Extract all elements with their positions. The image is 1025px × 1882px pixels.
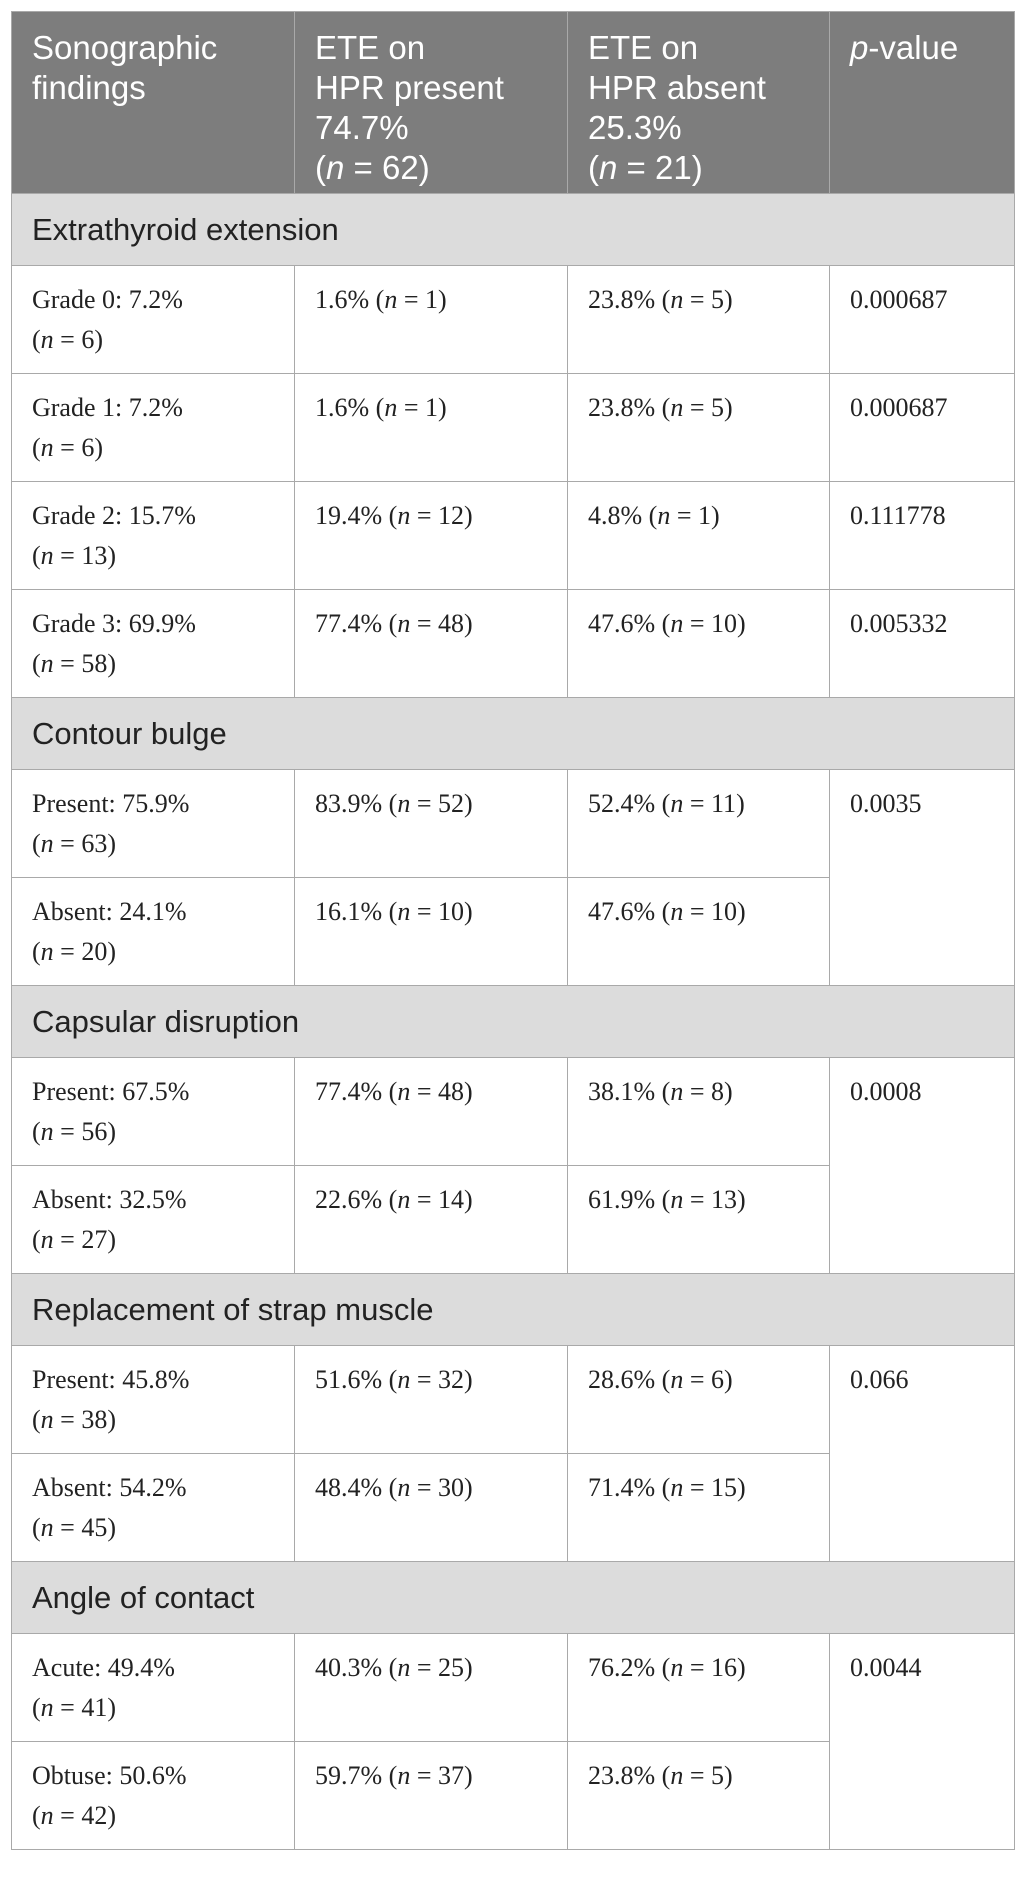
finding-cell: Grade 3: 69.9% (n = 58) xyxy=(11,589,295,698)
absent-cell: 38.1% (n = 8) xyxy=(567,1057,830,1166)
finding-cell: Absent: 24.1% (n = 20) xyxy=(11,877,295,986)
section-header: Angle of contact xyxy=(11,1561,1015,1634)
finding-cell: Acute: 49.4% (n = 41) xyxy=(11,1633,295,1742)
finding-cell: Grade 0: 7.2% (n = 6) xyxy=(11,265,295,374)
finding-cell: Absent: 32.5% (n = 27) xyxy=(11,1165,295,1274)
table-row: Acute: 49.4% (n = 41) 40.3% (n = 25) 76.2… xyxy=(11,1633,1015,1850)
table-row: Absent: 24.1% (n = 20) 16.1% (n = 10) 47.… xyxy=(11,877,1015,986)
absent-cell: 23.8% (n = 5) xyxy=(567,1741,830,1850)
present-cell: 77.4% (n = 48) xyxy=(294,589,568,698)
present-cell: 19.4% (n = 12) xyxy=(294,481,568,590)
p-value-cell: 0.000687 xyxy=(829,373,1015,482)
table-row: Grade 2: 15.7% (n = 13) 19.4% (n = 12) 4.… xyxy=(11,481,1015,590)
p-value-cell: 0.000687 xyxy=(829,265,1015,374)
finding-cell: Grade 1: 7.2% (n = 6) xyxy=(11,373,295,482)
table-row: Present: 45.8% (n = 38) 51.6% (n = 32) 28… xyxy=(11,1345,1015,1562)
absent-cell: 47.6% (n = 10) xyxy=(567,877,830,986)
header-ete-hpr-absent: ETE on HPR absent 25.3% (n = 21) xyxy=(567,11,830,194)
table-row: Absent: 32.5% (n = 27) 22.6% (n = 14) 61.… xyxy=(11,1165,1015,1274)
absent-cell: 47.6% (n = 10) xyxy=(567,589,830,698)
absent-cell: 52.4% (n = 11) xyxy=(567,769,830,878)
absent-cell: 28.6% (n = 6) xyxy=(567,1345,830,1454)
present-cell: 48.4% (n = 30) xyxy=(294,1453,568,1562)
table-row: Absent: 54.2% (n = 45) 48.4% (n = 30) 71.… xyxy=(11,1453,1015,1562)
table-row: Obtuse: 50.6% (n = 42) 59.7% (n = 37) 23.… xyxy=(11,1741,1015,1850)
table-row: Grade 0: 7.2% (n = 6) 1.6% (n = 1) 23.8% … xyxy=(11,265,1015,374)
section-title: Replacement of strap muscle xyxy=(11,1273,1015,1346)
absent-cell: 61.9% (n = 13) xyxy=(567,1165,830,1274)
section-title: Contour bulge xyxy=(11,697,1015,770)
header-ete-hpr-present: ETE on HPR present 74.7% (n = 62) xyxy=(294,11,568,194)
section-title: Extrathyroid extension xyxy=(11,193,1015,266)
absent-cell: 4.8% (n = 1) xyxy=(567,481,830,590)
absent-cell: 71.4% (n = 15) xyxy=(567,1453,830,1562)
p-value-cell: 0.0008 xyxy=(829,1057,1015,1274)
p-value-cell: 0.066 xyxy=(829,1345,1015,1562)
finding-cell: Absent: 54.2% (n = 45) xyxy=(11,1453,295,1562)
section-title: Capsular disruption xyxy=(11,985,1015,1058)
table-row: Present: 75.9% (n = 63) 83.9% (n = 52) 52… xyxy=(11,769,1015,986)
p-value-cell: 0.111778 xyxy=(829,481,1015,590)
present-cell: 1.6% (n = 1) xyxy=(294,373,568,482)
section-header: Extrathyroid extension xyxy=(11,193,1015,266)
table-row: Present: 67.5% (n = 56) 77.4% (n = 48) 38… xyxy=(11,1057,1015,1274)
section-title: Angle of contact xyxy=(11,1561,1015,1634)
finding-cell: Present: 45.8% (n = 38) xyxy=(11,1345,295,1454)
p-value-cell: 0.0044 xyxy=(829,1633,1015,1850)
table-row: Grade 1: 7.2% (n = 6) 1.6% (n = 1) 23.8% … xyxy=(11,373,1015,482)
finding-cell: Grade 2: 15.7% (n = 13) xyxy=(11,481,295,590)
finding-cell: Obtuse: 50.6% (n = 42) xyxy=(11,1741,295,1850)
header-p-value: p-value xyxy=(829,11,1015,194)
header-sonographic-findings: Sonographic findings xyxy=(11,11,295,194)
finding-cell: Present: 67.5% (n = 56) xyxy=(11,1057,295,1166)
absent-cell: 76.2% (n = 16) xyxy=(567,1633,830,1742)
header-row: Sonographic findings ETE on HPR present … xyxy=(11,11,1015,194)
section-header: Capsular disruption xyxy=(11,985,1015,1058)
absent-cell: 23.8% (n = 5) xyxy=(567,265,830,374)
present-cell: 40.3% (n = 25) xyxy=(294,1633,568,1742)
present-cell: 83.9% (n = 52) xyxy=(294,769,568,878)
section-header: Replacement of strap muscle xyxy=(11,1273,1015,1346)
absent-cell: 23.8% (n = 5) xyxy=(567,373,830,482)
sonographic-findings-table: Sonographic findings ETE on HPR present … xyxy=(11,11,1015,1850)
present-cell: 22.6% (n = 14) xyxy=(294,1165,568,1274)
table-row: Grade 3: 69.9% (n = 58) 77.4% (n = 48) 47… xyxy=(11,589,1015,698)
present-cell: 1.6% (n = 1) xyxy=(294,265,568,374)
present-cell: 16.1% (n = 10) xyxy=(294,877,568,986)
present-cell: 59.7% (n = 37) xyxy=(294,1741,568,1850)
present-cell: 77.4% (n = 48) xyxy=(294,1057,568,1166)
p-value-cell: 0.0035 xyxy=(829,769,1015,986)
present-cell: 51.6% (n = 32) xyxy=(294,1345,568,1454)
section-header: Contour bulge xyxy=(11,697,1015,770)
p-value-cell: 0.005332 xyxy=(829,589,1015,698)
finding-cell: Present: 75.9% (n = 63) xyxy=(11,769,295,878)
